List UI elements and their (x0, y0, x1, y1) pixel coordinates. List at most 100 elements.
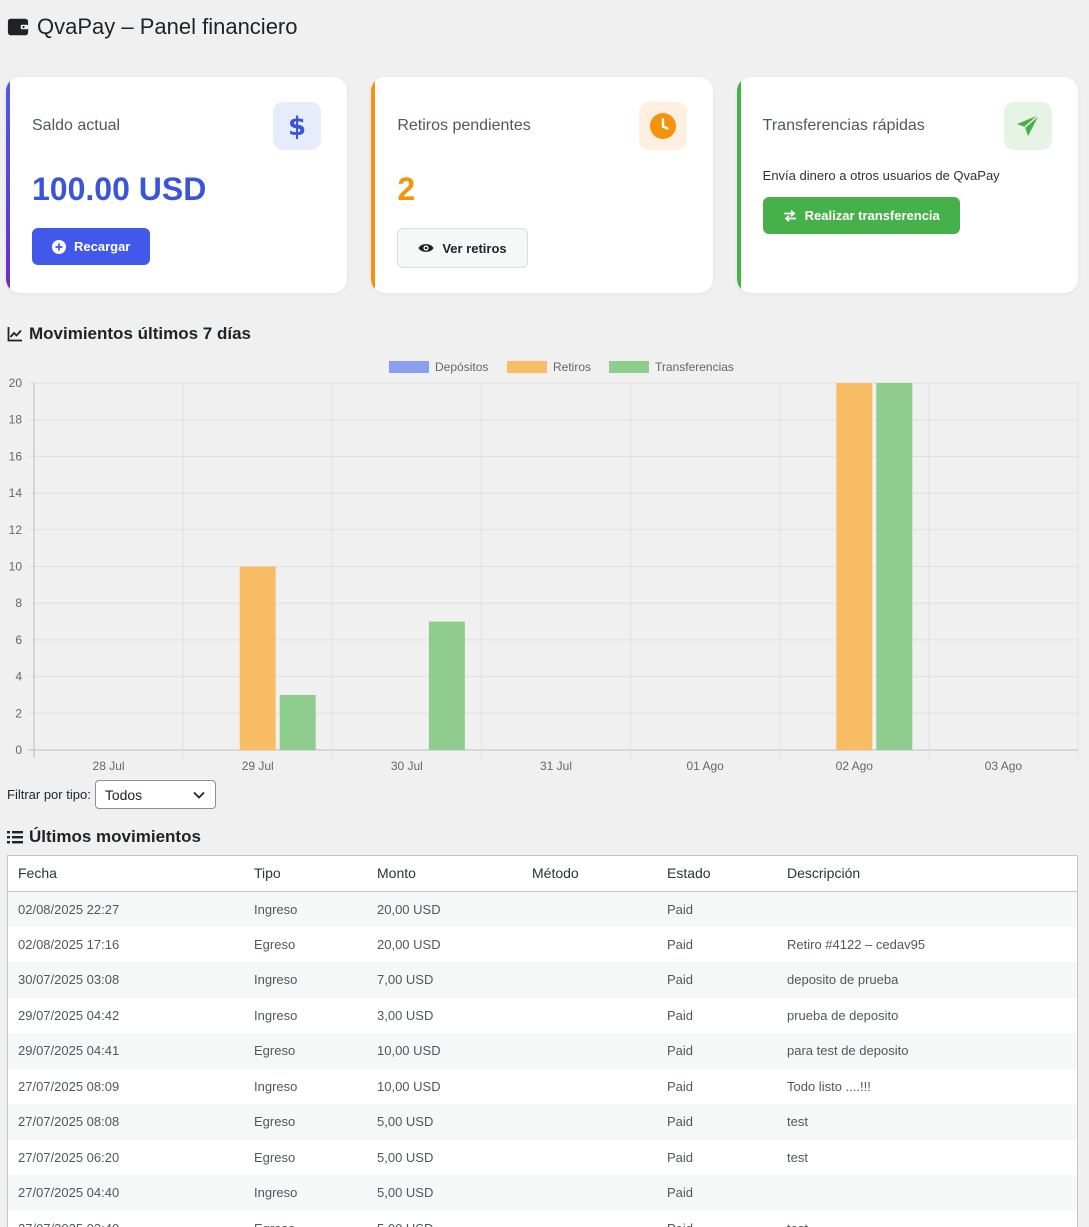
cell-description: test (777, 1211, 1077, 1227)
table-row: 27/07/2025 06:20 Egreso 5,00 USD Paid test (8, 1139, 1077, 1175)
legend-label: Retiros (553, 360, 591, 374)
movements-chart: 0 2 4 6 8 10 12 14 16 18 20 28 Jul 29 Jul 30 Jul 31 Ju… (0, 352, 1089, 782)
y-tick-label: 14 (9, 486, 23, 500)
table-row: 02/08/2025 17:16 Egreso 20,00 USD Paid Retir… (8, 926, 1077, 962)
cell-status: Paid (667, 972, 694, 988)
cell-status: Paid (667, 936, 694, 952)
cell-amount: 5,00 USD (367, 1211, 522, 1227)
cell-type: Ingreso (254, 1185, 298, 1201)
table-row: 27/07/2025 08:09 Ingreso 10,00 USD Paid Todo… (8, 1068, 1077, 1104)
cell-amount: 3,00 USD (377, 1007, 434, 1023)
cell-status: Paid (657, 1211, 777, 1227)
cell-amount: 10,00 USD (377, 1043, 441, 1059)
cell-status: Paid (667, 1185, 694, 1201)
y-tick-label: 8 (15, 596, 22, 610)
x-tick-label: 03 Ago (985, 759, 1023, 773)
cell-method (522, 962, 657, 998)
cell-description: para test de deposito (787, 1043, 909, 1059)
y-tick-label: 2 (15, 706, 22, 720)
table-row: 29/07/2025 04:41 Egreso 10,00 USD Paid para … (8, 1033, 1077, 1069)
cell-date: 27/07/2025 08:08 (18, 1114, 120, 1130)
quick-transfers-description: Envía dinero a otros usuarios de QvaPay (762, 168, 1000, 183)
y-tick-label: 6 (15, 633, 22, 647)
bar-transfers (428, 621, 465, 750)
y-tick-label: 16 (9, 449, 23, 463)
y-tick-label: 12 (9, 523, 23, 537)
cell-method (522, 1211, 657, 1227)
cell-status: Paid (667, 1078, 694, 1094)
table-row: 30/07/2025 03:08 Ingreso 7,00 USD Paid depos… (8, 962, 1077, 998)
x-tick-label: 31 Jul (540, 759, 572, 773)
column-header-type: Tipo (244, 856, 367, 892)
cell-description: Retiro #4122 – cedav95 (787, 936, 926, 952)
table-header-row: Fecha Tipo Monto Método Estado Descripci… (8, 856, 1077, 892)
cell-type: Ingreso (254, 972, 298, 988)
plus-circle-icon (52, 239, 66, 254)
dollar-icon: $ (273, 102, 322, 150)
movements-section-title-text: Últimos movimientos (29, 827, 201, 846)
page-title: QvaPay – Panel financiero (7, 14, 298, 40)
cell-type: Egreso (254, 1114, 296, 1130)
recharge-button[interactable]: Recargar (32, 228, 151, 265)
column-header-date: Fecha (8, 856, 244, 892)
balance-card: Saldo actual $ 100.00 USD Recargar (6, 77, 348, 293)
cell-date: 29/07/2025 04:42 (18, 1007, 120, 1023)
x-tick-label: 29 Jul (242, 759, 274, 773)
column-header-status: Estado (657, 856, 777, 892)
x-tick-label: 02 Ago (836, 759, 874, 773)
x-tick-label: 01 Ago (686, 759, 724, 773)
cell-amount: 7,00 USD (377, 972, 434, 988)
table-row: 02/08/2025 22:27 Ingreso 20,00 USD Paid (8, 891, 1077, 927)
wallet-icon (7, 18, 29, 36)
recharge-button-label: Recargar (74, 239, 131, 254)
cell-method (522, 1175, 657, 1211)
cell-type: Ingreso (254, 1078, 298, 1094)
y-tick-label: 4 (15, 670, 22, 684)
make-transfer-button[interactable]: Realizar transferencia (762, 197, 960, 234)
cell-method (522, 998, 657, 1034)
pending-withdrawals-card: Retiros pendientes 2 Ver retiros (371, 77, 713, 293)
cell-method (522, 1104, 657, 1140)
view-withdrawals-button[interactable]: Ver retiros (397, 228, 528, 268)
eye-icon (418, 244, 434, 252)
cell-amount: 20,00 USD (377, 936, 441, 952)
cell-description (777, 1175, 1077, 1211)
movements-section-title: Últimos movimientos (7, 827, 201, 847)
cell-date: 02/08/2025 17:16 (18, 936, 120, 952)
paper-plane-icon (1003, 102, 1052, 150)
table-row: 27/07/2025 04:40 Ingreso 5,00 USD Paid (8, 1175, 1077, 1211)
pending-withdrawals-value: 2 (397, 171, 416, 207)
legend-swatch (609, 361, 649, 373)
chart-section-title: Movimientos últimos 7 días (7, 324, 251, 344)
y-tick-label: 10 (9, 560, 23, 574)
movements-table: Fecha Tipo Monto Método Estado Descripci… (7, 855, 1078, 1227)
cell-type: Egreso (254, 1043, 296, 1059)
cell-type: Egreso (244, 1211, 367, 1227)
cell-date: 29/07/2025 04:41 (18, 1043, 120, 1059)
cell-method (522, 1033, 657, 1069)
cell-amount: 10,00 USD (377, 1078, 441, 1094)
quick-transfers-label: Transferencias rápidas (762, 117, 925, 134)
view-withdrawals-label: Ver retiros (442, 240, 507, 256)
bar-transfers (279, 694, 316, 750)
make-transfer-label: Realizar transferencia (804, 208, 940, 223)
column-header-amount: Monto (367, 856, 522, 892)
cell-status: Paid (667, 1043, 694, 1059)
table-row: 27/07/2025 08:08 Egreso 5,00 USD Paid test (8, 1104, 1077, 1140)
balance-value: 100.00 USD (32, 171, 207, 207)
balance-label: Saldo actual (32, 117, 121, 134)
y-tick-label: 18 (9, 413, 23, 427)
bar-withdrawals (239, 566, 276, 750)
type-filter: Filtrar por tipo: Todos (7, 780, 216, 809)
cell-date: 27/07/2025 04:40 (18, 1185, 120, 1201)
legend-label: Depósitos (435, 360, 488, 374)
cell-amount: 5,00 USD (377, 1149, 434, 1165)
type-filter-select[interactable]: Todos (94, 780, 216, 809)
movements-chart-svg: 0 2 4 6 8 10 12 14 16 18 20 28 Jul 29 Jul 30 Jul 31 Ju… (9, 360, 1079, 773)
column-header-method: Método (522, 856, 657, 892)
cell-description: test (787, 1149, 808, 1165)
cell-amount: 5,00 USD (377, 1114, 434, 1130)
legend-swatch (507, 361, 547, 373)
chevron-down-icon (193, 791, 205, 799)
